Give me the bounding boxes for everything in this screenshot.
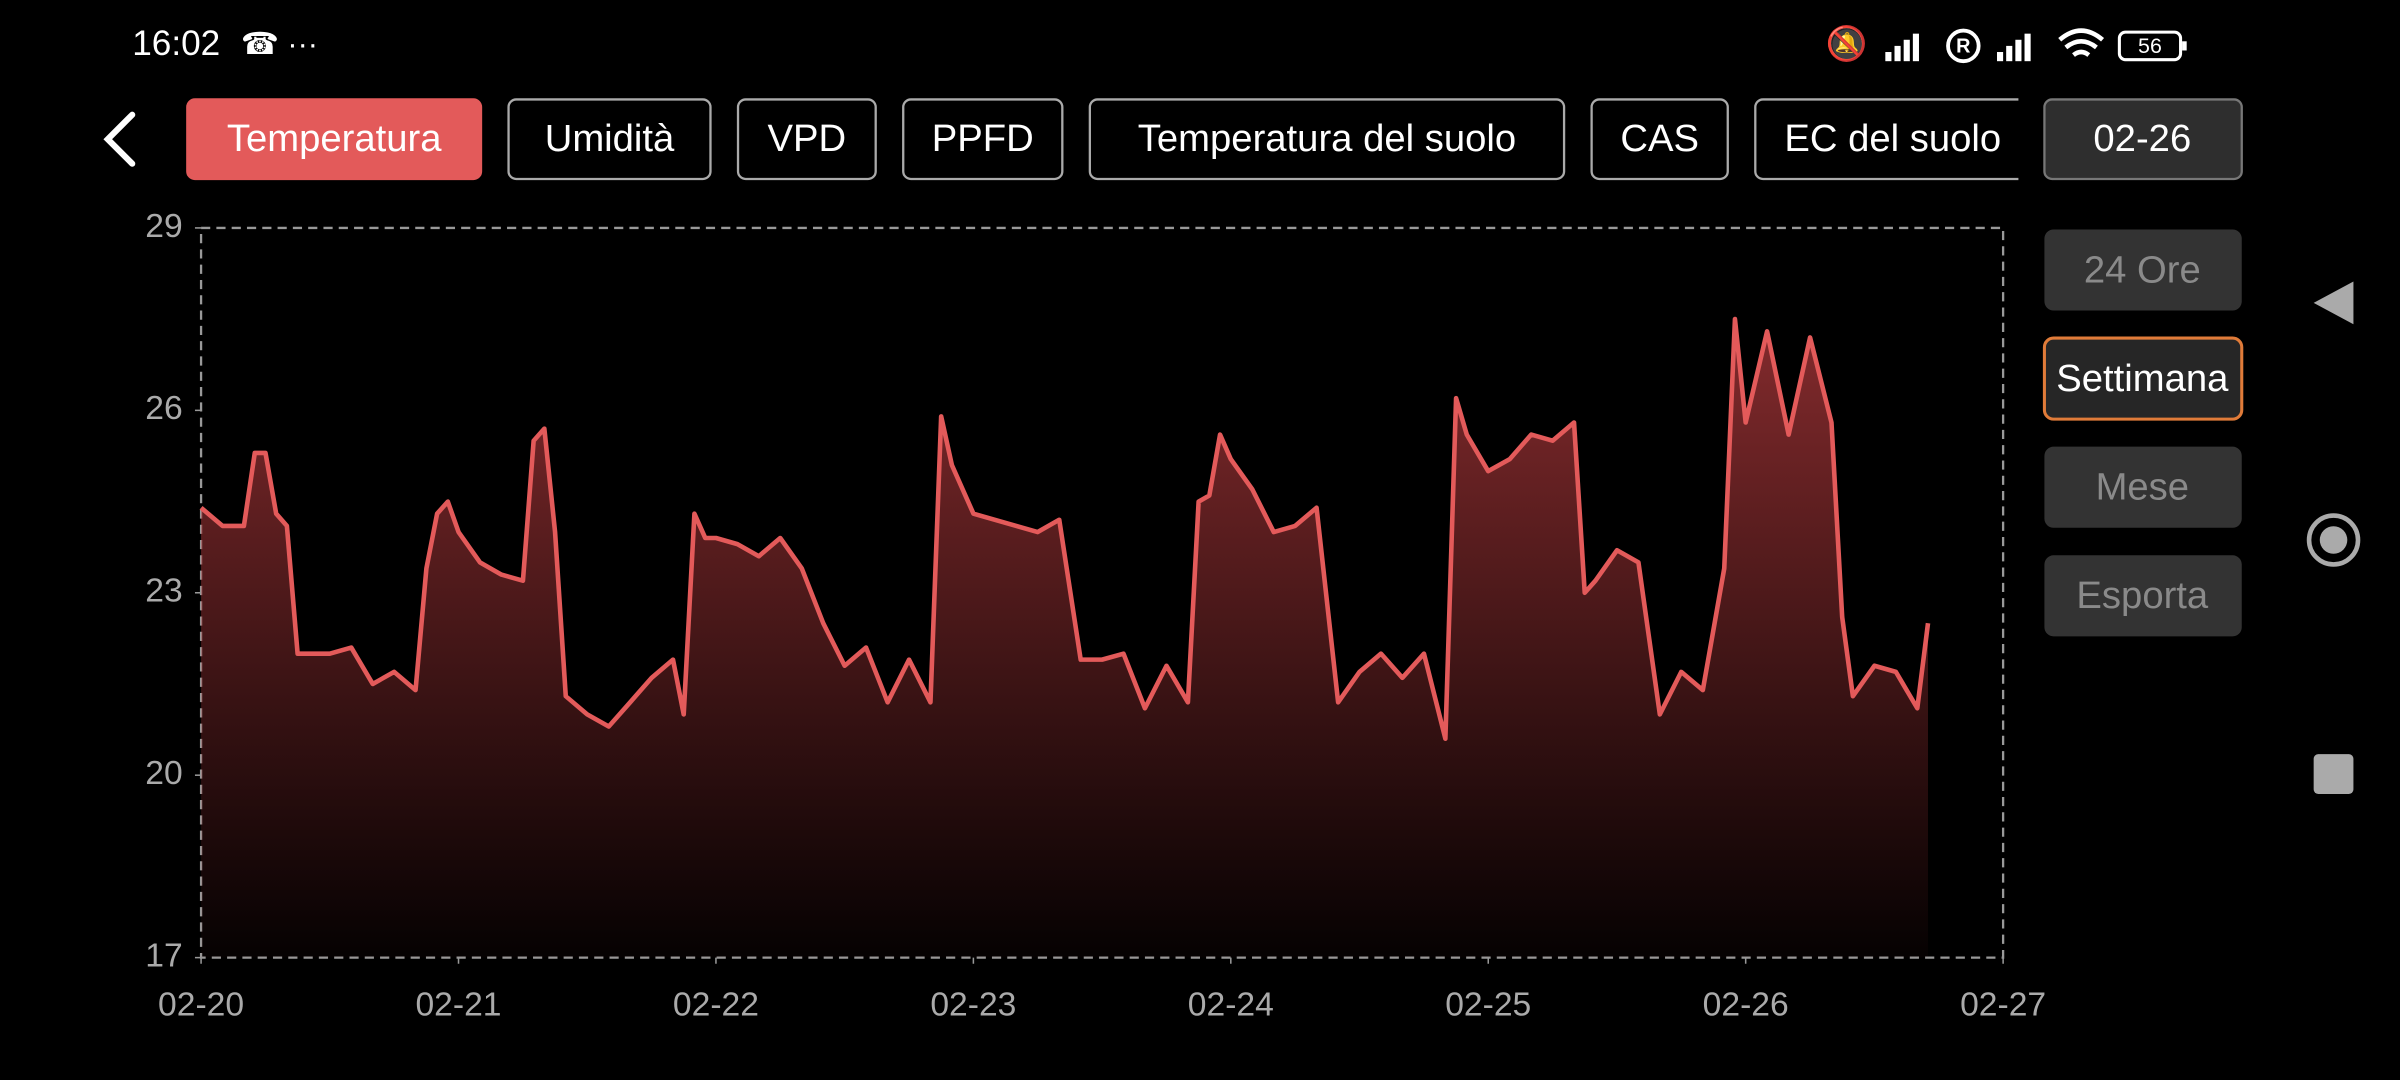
nav-home[interactable]: [2306, 513, 2361, 567]
nav-back[interactable]: [2313, 281, 2354, 325]
x-tick-label: 02-22: [673, 986, 759, 1023]
mute-icon: 🔕: [1826, 24, 1868, 63]
tab[interactable]: [736, 98, 877, 181]
tab-label: PPFD: [932, 117, 1034, 160]
x-tick-label: 02-25: [1445, 986, 1531, 1023]
range-button[interactable]: [2044, 229, 2242, 311]
x-tick-label: 02-23: [930, 986, 1016, 1023]
x-tick-label: 02-21: [415, 986, 501, 1023]
nav-recent[interactable]: [2313, 754, 2354, 794]
date-button[interactable]: [2043, 98, 2243, 181]
y-tick-label: 29: [145, 208, 182, 245]
tab-label: EC del suolo: [1784, 117, 2001, 160]
range-label: Settimana: [2056, 357, 2229, 400]
range-button[interactable]: [2044, 555, 2242, 637]
battery: [2117, 30, 2183, 62]
tab[interactable]: [507, 98, 712, 181]
tab-label: Umidità: [545, 117, 675, 160]
back-button[interactable]: [103, 111, 136, 167]
y-tick-label: 23: [145, 573, 182, 610]
x-tick-label: 02-20: [158, 986, 244, 1023]
y-tick-label: 26: [145, 390, 182, 427]
status-time: 16:02: [132, 24, 220, 63]
x-tick-label: 02-24: [1188, 986, 1274, 1023]
y-tick-label: 20: [145, 755, 182, 792]
range-label: 24 Ore: [2084, 248, 2201, 291]
status-icons: 🔕 R 56: [1826, 24, 2187, 64]
tab-label: Temperatura: [227, 117, 442, 160]
chart: 17 20 23 26 29 02-20 02-21 02-22 02-23 02-24 02-25…: [145, 208, 2046, 1024]
tab[interactable]: [902, 98, 1064, 181]
area: [201, 319, 1929, 958]
y-tick-label: 17: [145, 938, 182, 975]
tab-label: Temperatura del suolo: [1138, 117, 1516, 160]
range-label: Esporta: [2076, 574, 2209, 617]
x-tick-label: 02-27: [1960, 986, 2046, 1023]
tab[interactable]: [1590, 98, 1729, 181]
tab[interactable]: [186, 98, 483, 181]
range-buttons: 24 Ore Settimana Mese Esporta: [2042, 229, 2244, 637]
call-icon: ☎ ···: [241, 27, 318, 61]
svg-text:R: R: [1956, 36, 1970, 58]
battery-level: 56: [2138, 34, 2162, 58]
signal: [1885, 52, 1892, 62]
wifi: [2058, 28, 2105, 57]
date-label: 02-26: [2093, 117, 2191, 160]
tab[interactable]: [1088, 98, 1566, 181]
tab-label: VPD: [768, 117, 847, 160]
range-label: Mese: [2096, 466, 2190, 509]
tab-label: CAS: [1620, 117, 1699, 160]
tab-bar: Temperatura Umidità VPD PPFD Temperatura del…: [186, 98, 2061, 181]
tab[interactable]: [1754, 98, 2061, 181]
roaming: [1946, 28, 1981, 64]
range-button[interactable]: [2044, 446, 2242, 528]
line: [199, 316, 1931, 742]
range-button[interactable]: [2042, 336, 2244, 421]
x-tick-label: 02-26: [1703, 986, 1789, 1023]
